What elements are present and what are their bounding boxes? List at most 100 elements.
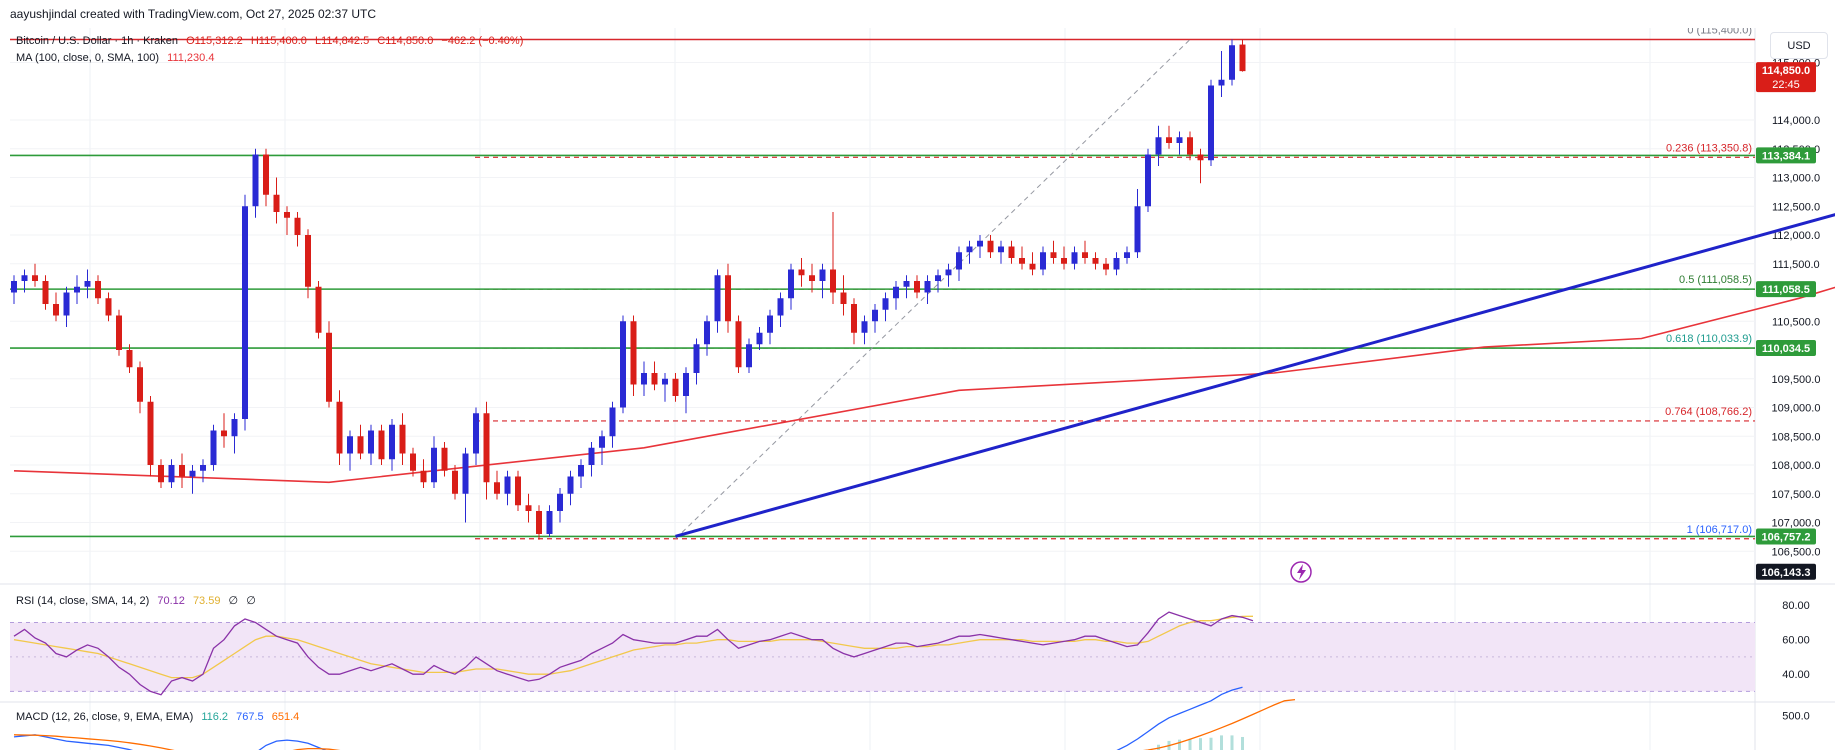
candle-up bbox=[998, 246, 1004, 253]
candle-down bbox=[735, 321, 742, 368]
candle-up bbox=[1113, 258, 1120, 270]
candle-down bbox=[1050, 252, 1057, 258]
macd-histogram-bar bbox=[1241, 736, 1244, 750]
macd-histogram-bar bbox=[1188, 738, 1192, 750]
candle-up bbox=[861, 321, 868, 333]
y-tick-label: 108,000.0 bbox=[1772, 460, 1821, 472]
candle-down bbox=[305, 235, 311, 287]
candle-down bbox=[53, 304, 59, 316]
ma-legend[interactable]: MA (100, close, 0, SMA, 100) 111,230.4 bbox=[16, 52, 219, 64]
candle-up bbox=[210, 430, 217, 465]
candle-down bbox=[126, 350, 133, 368]
candle-down bbox=[399, 424, 406, 454]
fib-level-label: 1 (106,717.0) bbox=[1687, 524, 1752, 536]
fib-level-label: 0.236 (113,350.8) bbox=[1666, 142, 1752, 154]
candle-up bbox=[473, 413, 479, 454]
rsi-extra-1: ∅ bbox=[228, 595, 239, 607]
price-label-box bbox=[1756, 147, 1816, 164]
symbol-legend[interactable]: Bitcoin / U.S. Dollar · 1h · Kraken O115… bbox=[16, 35, 528, 47]
macd-label: MACD (12, 26, close, 9, EMA, EMA) bbox=[16, 711, 194, 723]
candle-up bbox=[945, 269, 952, 276]
candle-down bbox=[651, 373, 658, 385]
candle-down bbox=[1166, 137, 1172, 143]
y-tick-label: 114,000.0 bbox=[1772, 115, 1820, 127]
candle-down bbox=[1103, 263, 1109, 270]
y-tick-label: 106,500.0 bbox=[1772, 546, 1821, 558]
lightning-bolt-glyph bbox=[1297, 564, 1306, 580]
y-tick-label: 112,000.0 bbox=[1772, 230, 1820, 242]
candle-down bbox=[494, 482, 500, 494]
candle-up bbox=[74, 286, 80, 293]
y-tick-label: 107,000.0 bbox=[1772, 518, 1821, 530]
candle-up bbox=[704, 321, 710, 345]
macd-tick-label: 500.0 bbox=[1782, 711, 1810, 723]
candle-up bbox=[21, 275, 28, 281]
fib-trend-connector bbox=[675, 39, 1191, 540]
candle-down bbox=[1082, 252, 1088, 258]
candle-up bbox=[588, 447, 595, 465]
candle-up bbox=[662, 378, 668, 385]
candle-down bbox=[284, 212, 290, 218]
candle-down bbox=[137, 367, 143, 402]
fib-level-label: 0.5 (111,058.5) bbox=[1679, 274, 1752, 286]
candle-down bbox=[840, 292, 847, 304]
rsi-tick-label: 60.00 bbox=[1782, 635, 1810, 647]
candle-up bbox=[977, 240, 983, 247]
candle-down bbox=[179, 465, 185, 477]
candle-down bbox=[420, 470, 427, 483]
price-label-text: 106,757.2 bbox=[1762, 531, 1811, 543]
currency-label[interactable]: USD bbox=[1770, 32, 1828, 59]
candle-up bbox=[872, 309, 878, 322]
rsi-legend[interactable]: RSI (14, close, SMA, 14, 2) 70.12 73.59 … bbox=[16, 594, 261, 607]
macd-signal-line bbox=[13, 698, 1296, 750]
y-tick-label: 109,000.0 bbox=[1772, 403, 1821, 415]
candle-up bbox=[504, 476, 511, 494]
candle-down bbox=[483, 413, 490, 483]
candle-up bbox=[1124, 252, 1130, 258]
candle-up bbox=[788, 269, 794, 299]
candle-up bbox=[389, 424, 395, 460]
countdown-label-text: 22:45 bbox=[1772, 79, 1800, 91]
top-bar: aayushjindal created with TradingView.co… bbox=[0, 0, 1835, 28]
rsi-tick-label: 40.00 bbox=[1782, 669, 1810, 681]
macd-histogram-bar bbox=[1209, 737, 1213, 750]
candle-up bbox=[557, 493, 563, 511]
candle-up bbox=[242, 206, 248, 419]
candle-up bbox=[1134, 206, 1141, 253]
y-tick-label: 108,500.0 bbox=[1772, 431, 1821, 443]
candle-down bbox=[95, 281, 101, 299]
candle-down bbox=[1019, 258, 1025, 264]
y-tick-label: 107,500.0 bbox=[1772, 489, 1821, 501]
candle-down bbox=[536, 511, 542, 534]
macd-legend[interactable]: MACD (12, 26, close, 9, EMA, EMA) 116.2 … bbox=[16, 711, 304, 723]
candle-up bbox=[641, 373, 647, 385]
candle-up bbox=[609, 407, 616, 437]
rsi-extra-2: ∅ bbox=[246, 595, 256, 607]
y-tick-label: 109,500.0 bbox=[1772, 374, 1821, 386]
ma-label: MA (100, close, 0, SMA, 100) bbox=[16, 52, 160, 64]
candle-up bbox=[819, 269, 826, 281]
candle-down bbox=[830, 269, 836, 293]
y-tick-label: 113,000.0 bbox=[1772, 173, 1820, 185]
macd-hist-value: 116.2 bbox=[201, 711, 229, 723]
candle-up bbox=[893, 286, 899, 299]
candle-up bbox=[903, 281, 910, 287]
candle-up bbox=[935, 275, 941, 281]
candle-up bbox=[11, 281, 17, 293]
rsi-line bbox=[13, 611, 1254, 696]
candle-down bbox=[987, 240, 994, 253]
candle-up bbox=[777, 298, 784, 316]
low-value: L114,842.5 bbox=[314, 35, 370, 47]
credit-line: aayushjindal created with TradingView.co… bbox=[10, 7, 376, 21]
candle-down bbox=[357, 436, 364, 454]
candle-up bbox=[1155, 137, 1162, 155]
price-label-text: 110,034.5 bbox=[1762, 343, 1810, 355]
candle-down bbox=[525, 505, 532, 511]
rsi-tick-label: 80.00 bbox=[1782, 600, 1810, 612]
candle-up bbox=[1208, 85, 1214, 161]
ascending-trendline bbox=[675, 213, 1835, 538]
candle-up bbox=[368, 430, 374, 454]
symbol-name: Bitcoin / U.S. Dollar · 1h · Kraken bbox=[16, 35, 179, 47]
rsi-sma-value: 73.59 bbox=[192, 595, 221, 607]
